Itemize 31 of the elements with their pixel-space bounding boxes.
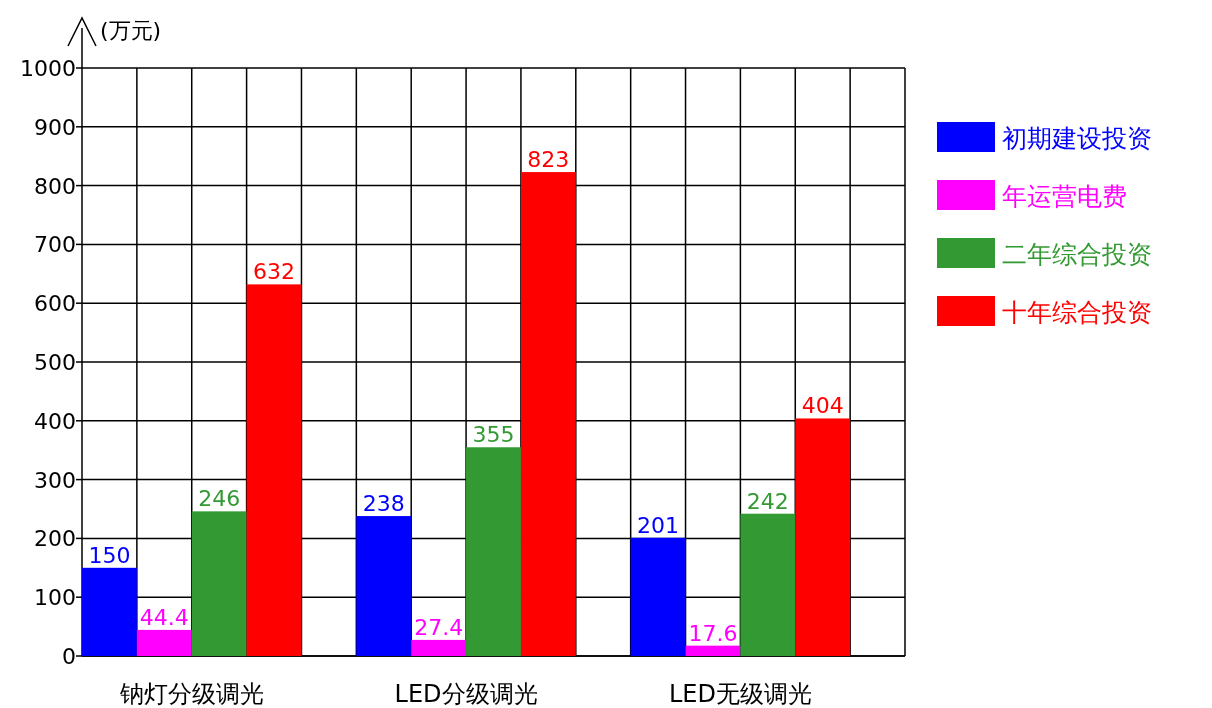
legend-label: 二年综合投资 xyxy=(1002,240,1152,269)
data-label: 17.6 xyxy=(688,620,738,646)
y-tick-label: 100 xyxy=(34,585,76,611)
legend-label: 初期建设投资 xyxy=(1002,124,1152,153)
y-tick-label: 600 xyxy=(34,291,76,317)
data-label: 238 xyxy=(362,491,405,517)
data-label: 44.4 xyxy=(139,604,189,630)
y-tick-label: 800 xyxy=(34,173,76,199)
y-tick-label: 300 xyxy=(34,467,76,493)
y-tick-label: 900 xyxy=(34,114,76,140)
x-tick-label: 钠灯分级调光 xyxy=(118,680,264,708)
data-label: 242 xyxy=(746,488,789,514)
data-label: 201 xyxy=(637,512,680,538)
legend-label: 年运营电费 xyxy=(1002,182,1127,211)
data-label: 246 xyxy=(198,486,241,512)
y-tick-label: 400 xyxy=(34,408,76,434)
x-tick-label: LED无级调光 xyxy=(668,680,812,708)
data-label: 27.4 xyxy=(414,614,464,640)
data-label: 823 xyxy=(527,147,570,173)
y-tick-label: 200 xyxy=(34,526,76,552)
legend-label: 十年综合投资 xyxy=(1002,298,1152,327)
y-tick-label: 700 xyxy=(34,232,76,258)
data-label: 150 xyxy=(88,542,131,568)
x-tick-label: LED分级调光 xyxy=(394,680,538,708)
y-tick-label: 1000 xyxy=(20,56,76,81)
data-label: 404 xyxy=(801,393,844,419)
data-label: 632 xyxy=(253,259,296,285)
y-tick-label: 500 xyxy=(34,350,76,375)
data-label: 355 xyxy=(472,422,515,448)
y-tick-label: 0 xyxy=(62,644,76,669)
y-axis-title: (万元) xyxy=(100,18,162,43)
